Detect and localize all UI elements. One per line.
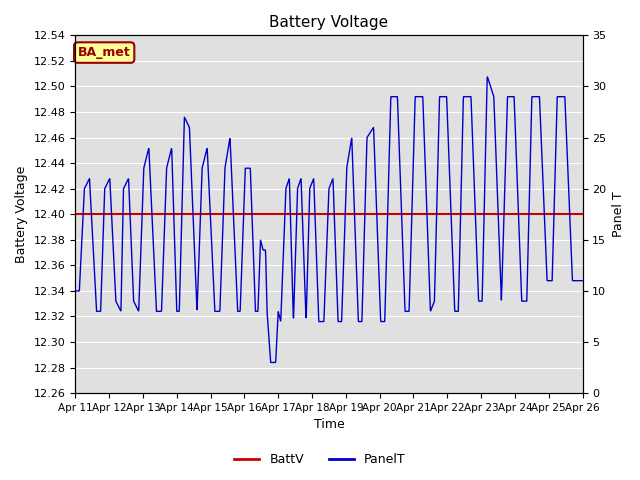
Y-axis label: Battery Voltage: Battery Voltage [15, 166, 28, 263]
Y-axis label: Panel T: Panel T [612, 192, 625, 237]
Text: BA_met: BA_met [78, 46, 131, 59]
Title: Battery Voltage: Battery Voltage [269, 15, 388, 30]
Legend: BattV, PanelT: BattV, PanelT [229, 448, 411, 471]
X-axis label: Time: Time [314, 419, 344, 432]
